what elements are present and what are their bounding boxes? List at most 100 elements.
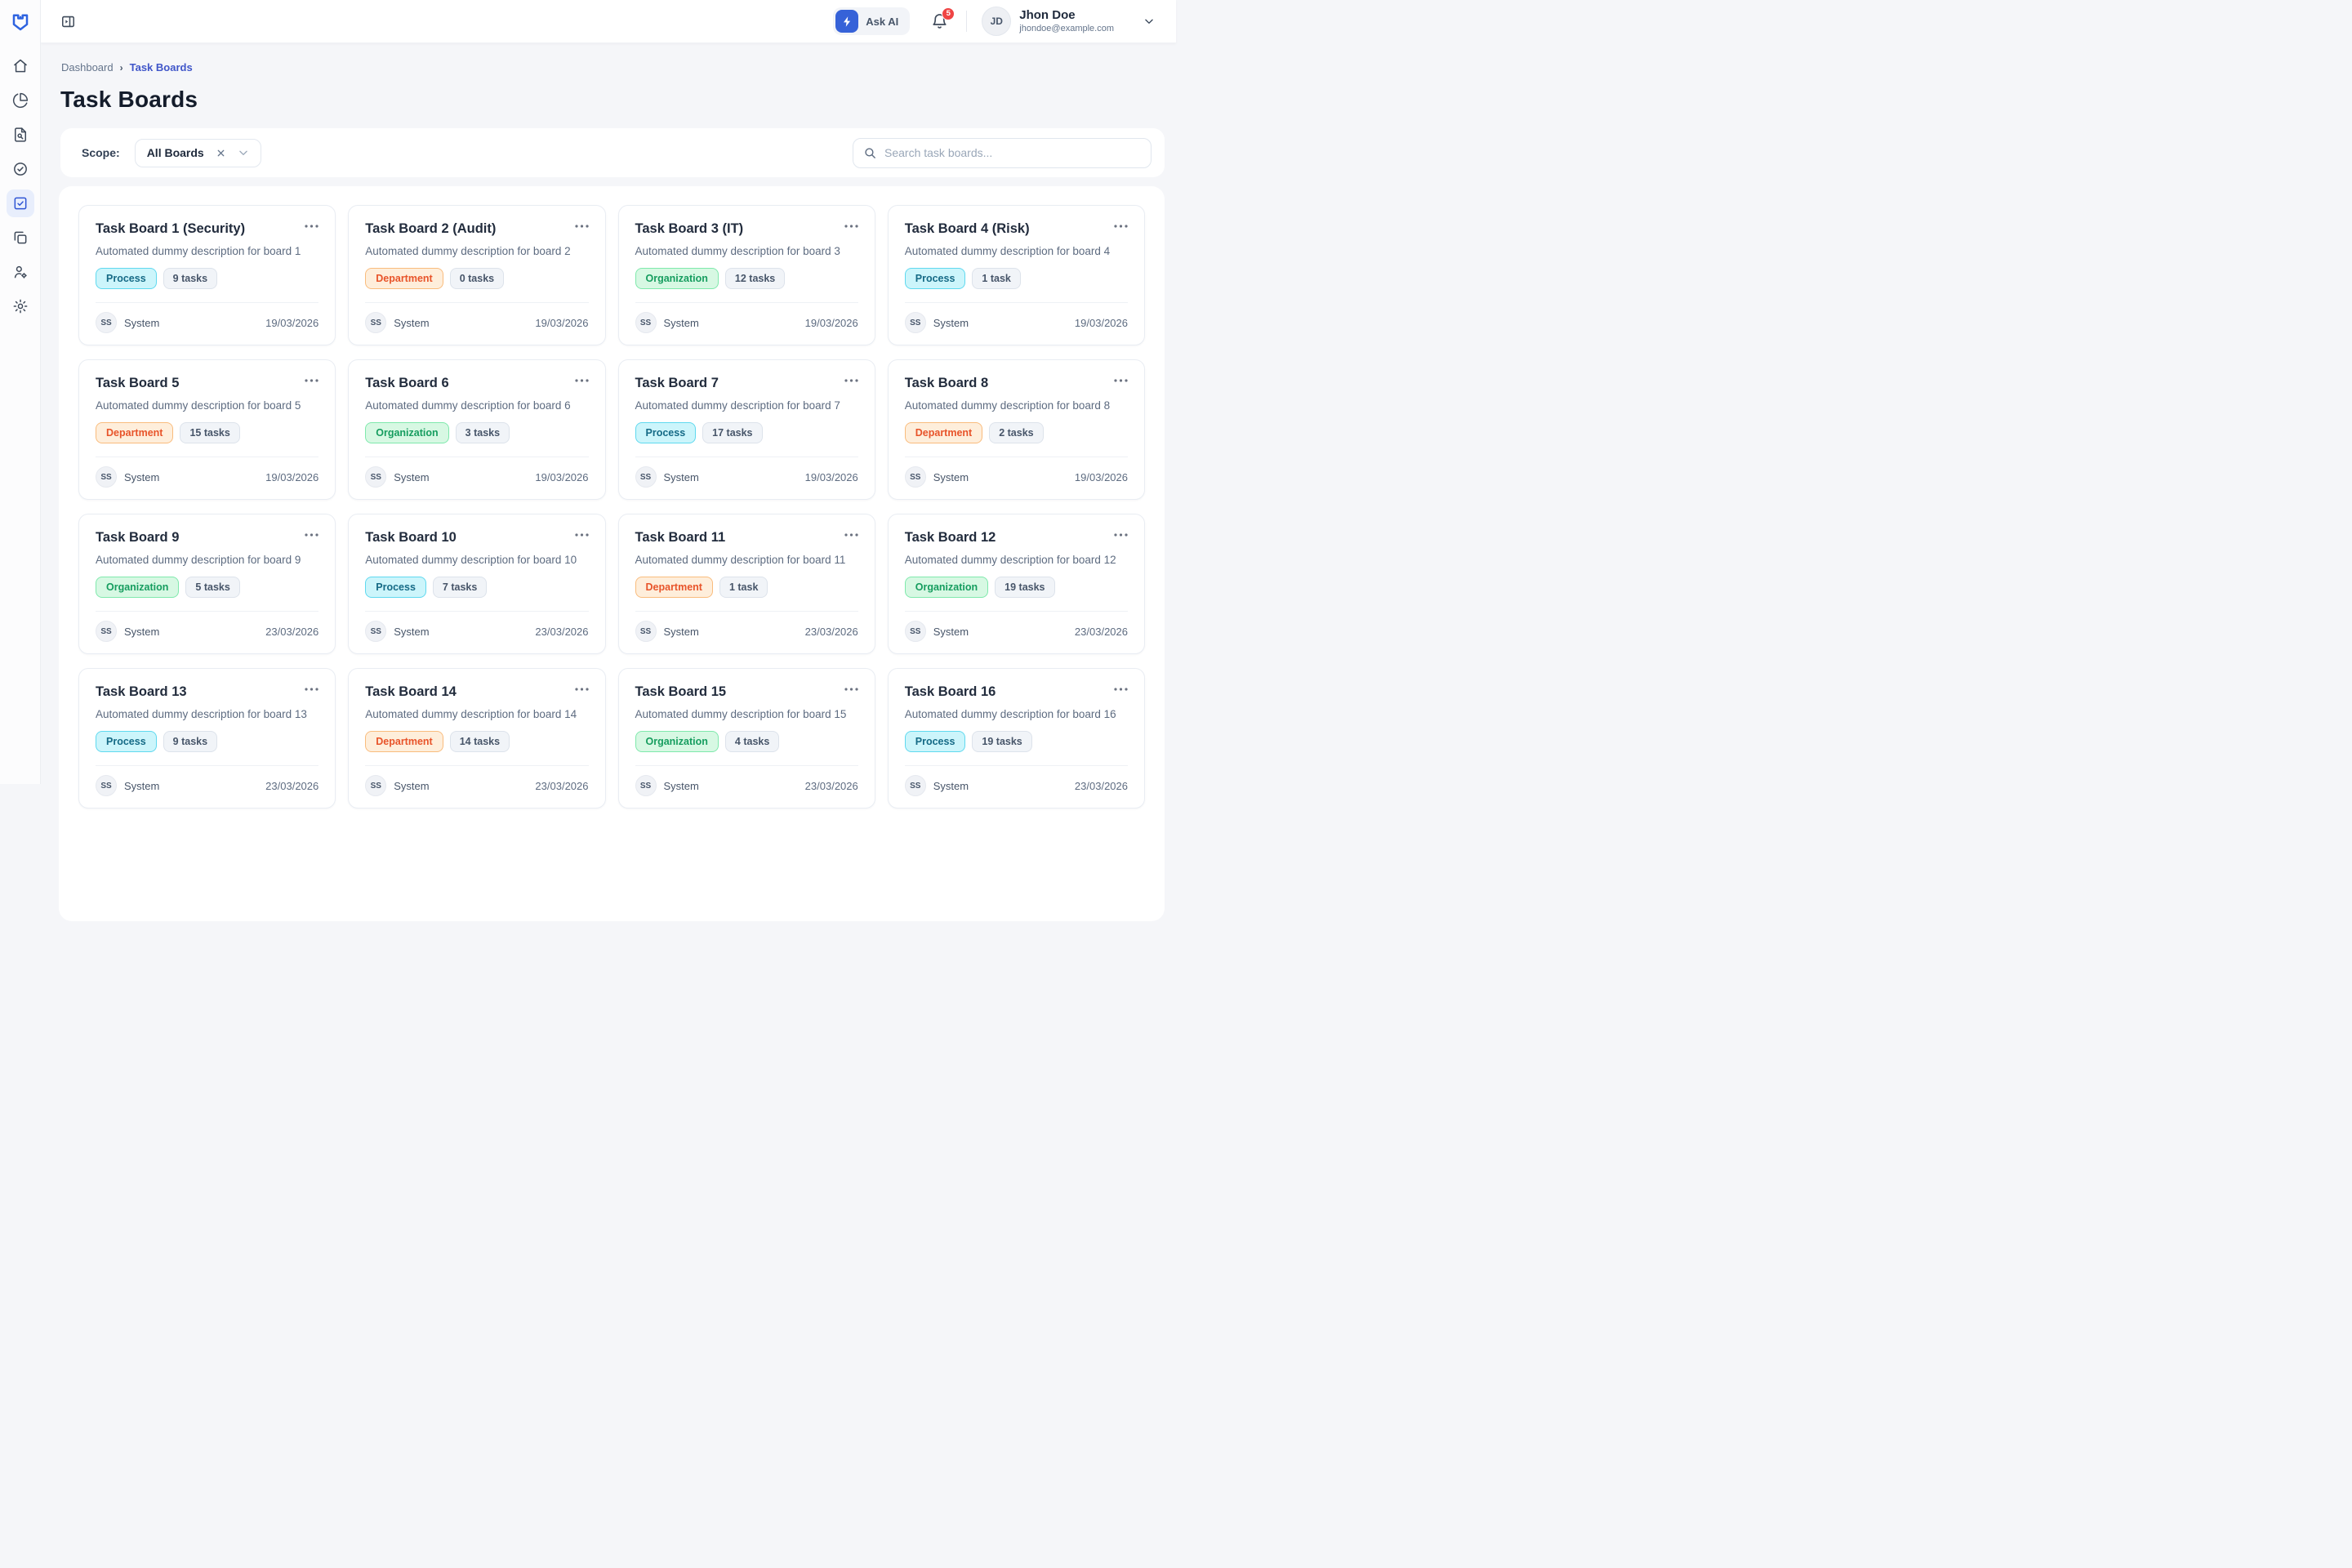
scope-selected-value: All Boards bbox=[146, 146, 204, 159]
card-divider bbox=[96, 765, 319, 766]
card-menu-ellipsis-icon[interactable] bbox=[838, 684, 858, 694]
owner-name: System bbox=[663, 316, 699, 329]
breadcrumb-task-boards[interactable]: Task Boards bbox=[129, 61, 193, 74]
task-board-card[interactable]: Task Board 12 Automated dummy descriptio… bbox=[887, 514, 1145, 654]
board-task-count-badge: 4 tasks bbox=[724, 731, 780, 752]
owner-avatar: SS bbox=[96, 775, 117, 796]
board-description: Automated dummy description for board 15 bbox=[635, 708, 847, 720]
board-category-badge: Process bbox=[635, 422, 697, 443]
board-date: 23/03/2026 bbox=[1074, 625, 1128, 638]
sidebar-item-users[interactable] bbox=[7, 258, 34, 286]
board-task-count-badge: 1 task bbox=[972, 268, 1021, 289]
board-category-badge: Department bbox=[635, 577, 713, 598]
user-menu[interactable]: JD Jhon Doe jhondoe@example.com bbox=[982, 7, 1155, 36]
breadcrumb-dashboard[interactable]: Dashboard bbox=[61, 61, 114, 74]
header-divider bbox=[966, 11, 968, 32]
card-menu-ellipsis-icon[interactable] bbox=[298, 684, 318, 694]
task-board-card[interactable]: Task Board 4 (Risk) Automated dummy desc… bbox=[887, 205, 1145, 345]
board-description: Automated dummy description for board 9 bbox=[96, 554, 301, 566]
board-date: 23/03/2026 bbox=[535, 625, 589, 638]
sidebar-item-boards[interactable] bbox=[7, 224, 34, 252]
sidebar-item-settings[interactable] bbox=[7, 292, 34, 320]
owner-avatar: SS bbox=[904, 775, 926, 796]
search-input[interactable] bbox=[884, 146, 1141, 159]
task-board-card[interactable]: Task Board 15 Automated dummy descriptio… bbox=[617, 668, 875, 808]
board-category-badge: Organization bbox=[96, 577, 180, 598]
task-board-card[interactable]: Task Board 10 Automated dummy descriptio… bbox=[348, 514, 606, 654]
board-task-count-badge: 1 task bbox=[719, 577, 768, 598]
owner-name: System bbox=[394, 779, 430, 792]
task-board-card[interactable]: Task Board 8 Automated dummy description… bbox=[887, 359, 1145, 500]
board-category-badge: Process bbox=[365, 577, 426, 598]
owner-avatar: SS bbox=[96, 621, 117, 642]
card-menu-ellipsis-icon[interactable] bbox=[838, 376, 858, 385]
card-menu-ellipsis-icon[interactable] bbox=[568, 376, 589, 385]
pie-chart-icon bbox=[12, 92, 28, 109]
sidebar-item-analytics[interactable] bbox=[7, 87, 34, 114]
scope-select[interactable]: All Boards bbox=[134, 138, 261, 167]
board-category-badge: Organization bbox=[635, 731, 719, 752]
task-board-card[interactable]: Task Board 5 Automated dummy description… bbox=[78, 359, 336, 500]
card-divider bbox=[365, 765, 589, 766]
sidebar-item-task-boards[interactable] bbox=[6, 189, 34, 217]
sidebar-item-home[interactable] bbox=[7, 52, 34, 80]
folders-icon bbox=[14, 231, 26, 244]
card-menu-ellipsis-icon[interactable] bbox=[568, 530, 589, 540]
card-menu-ellipsis-icon[interactable] bbox=[1107, 684, 1128, 694]
user-name: Jhon Doe bbox=[1019, 7, 1076, 22]
task-board-card[interactable]: Task Board 14 Automated dummy descriptio… bbox=[348, 668, 606, 808]
notifications-button[interactable]: 5 bbox=[931, 7, 956, 30]
owner-avatar: SS bbox=[365, 621, 387, 642]
sidebar-collapse-icon[interactable] bbox=[60, 14, 76, 29]
board-title: Task Board 11 bbox=[635, 530, 726, 545]
card-menu-ellipsis-icon[interactable] bbox=[568, 221, 589, 231]
board-task-count-badge: 19 tasks bbox=[995, 577, 1055, 598]
card-menu-ellipsis-icon[interactable] bbox=[298, 530, 318, 540]
card-menu-ellipsis-icon[interactable] bbox=[1107, 221, 1128, 231]
card-divider bbox=[904, 302, 1128, 303]
task-board-card[interactable]: Task Board 9 Automated dummy description… bbox=[78, 514, 336, 654]
scope-label: Scope: bbox=[82, 146, 120, 159]
task-board-card[interactable]: Task Board 6 Automated dummy description… bbox=[348, 359, 606, 500]
task-board-card[interactable]: Task Board 3 (IT) Automated dummy descri… bbox=[617, 205, 875, 345]
owner-avatar: SS bbox=[365, 312, 387, 333]
card-menu-ellipsis-icon[interactable] bbox=[1107, 376, 1128, 385]
board-description: Automated dummy description for board 7 bbox=[635, 399, 840, 412]
board-date: 19/03/2026 bbox=[535, 470, 589, 483]
card-divider bbox=[904, 765, 1128, 766]
board-date: 19/03/2026 bbox=[535, 316, 589, 329]
task-board-card[interactable]: Task Board 16 Automated dummy descriptio… bbox=[887, 668, 1145, 808]
sidebar bbox=[0, 0, 41, 784]
task-board-card[interactable]: Task Board 7 Automated dummy description… bbox=[617, 359, 875, 500]
board-category-badge: Process bbox=[96, 731, 157, 752]
board-date: 19/03/2026 bbox=[804, 316, 858, 329]
owner-name: System bbox=[663, 470, 699, 483]
card-menu-ellipsis-icon[interactable] bbox=[298, 376, 318, 385]
owner-name: System bbox=[394, 316, 430, 329]
sidebar-item-documents[interactable] bbox=[7, 121, 34, 149]
board-category-badge: Organization bbox=[904, 577, 989, 598]
card-menu-ellipsis-icon[interactable] bbox=[298, 221, 318, 231]
app-logo-shield-icon bbox=[8, 10, 33, 34]
board-description: Automated dummy description for board 11 bbox=[635, 554, 846, 566]
card-menu-ellipsis-icon[interactable] bbox=[1107, 530, 1128, 540]
card-menu-ellipsis-icon[interactable] bbox=[838, 221, 858, 231]
sidebar-item-approvals[interactable] bbox=[7, 155, 34, 183]
board-category-badge: Process bbox=[96, 268, 157, 289]
card-divider bbox=[365, 611, 589, 612]
card-menu-ellipsis-icon[interactable] bbox=[838, 530, 858, 540]
owner-name: System bbox=[933, 779, 969, 792]
search-icon bbox=[863, 146, 877, 160]
clear-scope-icon[interactable] bbox=[216, 148, 226, 158]
card-divider bbox=[96, 302, 319, 303]
ask-ai-button[interactable]: Ask AI bbox=[833, 7, 911, 35]
task-board-card[interactable]: Task Board 2 (Audit) Automated dummy des… bbox=[348, 205, 606, 345]
task-board-card[interactable]: Task Board 11 Automated dummy descriptio… bbox=[617, 514, 875, 654]
board-category-badge: Department bbox=[904, 422, 983, 443]
task-board-card[interactable]: Task Board 1 (Security) Automated dummy … bbox=[78, 205, 336, 345]
board-category-badge: Process bbox=[904, 731, 966, 752]
card-menu-ellipsis-icon[interactable] bbox=[568, 684, 589, 694]
owner-avatar: SS bbox=[365, 466, 387, 488]
boards-grid: Task Board 1 (Security) Automated dummy … bbox=[78, 205, 1145, 808]
task-board-card[interactable]: Task Board 13 Automated dummy descriptio… bbox=[78, 668, 336, 808]
